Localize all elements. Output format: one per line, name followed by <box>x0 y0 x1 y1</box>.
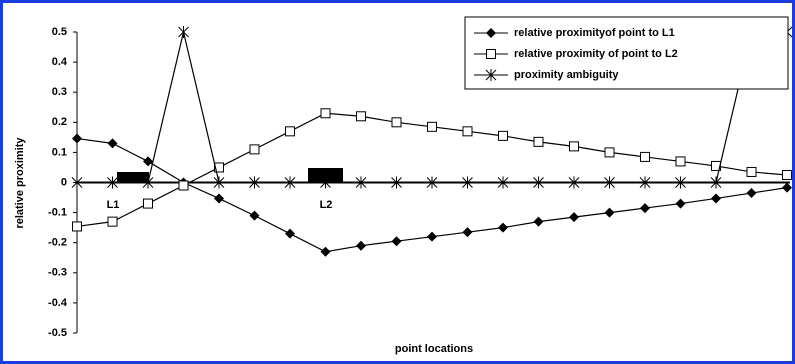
y-tick-label: -0.4 <box>48 297 68 309</box>
marker <box>782 169 792 180</box>
marker <box>285 228 295 239</box>
legend-label: proximity ambiguity <box>514 69 619 81</box>
marker <box>533 136 544 147</box>
marker <box>249 210 260 221</box>
marker <box>285 126 295 137</box>
y-tick-label: -0.3 <box>48 267 67 279</box>
y-tick-label: 0.2 <box>52 116 67 128</box>
y-tick-label: 0.1 <box>52 146 67 158</box>
marker <box>107 138 118 149</box>
y-tick-label: -0.2 <box>48 237 67 249</box>
marker <box>249 144 260 155</box>
marker <box>249 176 260 189</box>
marker <box>486 49 496 59</box>
marker <box>711 193 721 204</box>
marker <box>214 193 224 204</box>
marker <box>391 176 402 189</box>
marker <box>533 216 544 227</box>
marker <box>284 176 296 189</box>
marker <box>391 117 402 128</box>
legend-label: relative proximity of point to L2 <box>514 48 678 60</box>
marker <box>569 212 579 223</box>
marker <box>320 176 331 189</box>
y-tick-label: -0.1 <box>48 207 67 219</box>
marker <box>604 207 615 218</box>
annotation: L2 <box>320 199 333 211</box>
marker <box>178 26 189 38</box>
marker <box>426 176 438 189</box>
marker <box>72 221 82 232</box>
marker <box>497 176 509 189</box>
marker <box>356 111 366 122</box>
marker <box>640 151 650 162</box>
marker <box>782 182 792 193</box>
legend-box <box>464 16 789 90</box>
marker <box>675 156 686 167</box>
y-tick-label: 0 <box>61 176 67 188</box>
marker <box>143 156 153 167</box>
y-tick-label: 0.5 <box>52 26 67 38</box>
x-axis-label: point locations <box>395 343 473 355</box>
marker <box>640 203 650 214</box>
location-bar <box>308 168 343 183</box>
marker <box>569 141 579 152</box>
marker <box>178 180 189 191</box>
marker <box>462 126 473 137</box>
marker <box>355 176 367 189</box>
marker <box>213 176 225 189</box>
marker <box>214 162 224 173</box>
marker <box>72 133 82 144</box>
marker <box>533 176 544 189</box>
legend: relative proximityof point to L1 relative… <box>464 16 789 90</box>
marker <box>462 227 473 238</box>
marker <box>639 176 651 189</box>
y-tick-label: 0.4 <box>52 56 68 68</box>
location-bar <box>117 172 149 183</box>
legend-label: relative proximityof point to L1 <box>514 27 675 39</box>
marker <box>746 188 757 199</box>
annotation: L1 <box>107 199 120 211</box>
series <box>72 108 792 232</box>
marker <box>746 166 757 177</box>
marker <box>675 198 686 209</box>
marker <box>143 198 153 209</box>
marker <box>320 108 331 119</box>
marker <box>320 246 331 257</box>
marker <box>675 176 686 189</box>
marker <box>107 176 118 189</box>
marker <box>710 176 722 189</box>
marker <box>71 176 83 189</box>
marker <box>498 222 508 233</box>
marker <box>391 236 402 247</box>
y-axis-label: relative proximity <box>14 137 26 229</box>
marker <box>462 176 473 189</box>
marker <box>498 130 508 141</box>
marker <box>485 69 497 81</box>
marker <box>604 147 615 158</box>
marker <box>356 240 366 251</box>
marker <box>107 216 118 227</box>
marker <box>427 231 437 242</box>
marker <box>142 176 154 189</box>
series <box>72 133 792 257</box>
y-tick-label: -0.5 <box>48 327 67 339</box>
marker <box>604 176 615 189</box>
marker <box>427 121 437 132</box>
marker <box>568 176 580 189</box>
y-tick-label: 0.3 <box>52 86 67 98</box>
marker <box>486 28 496 38</box>
